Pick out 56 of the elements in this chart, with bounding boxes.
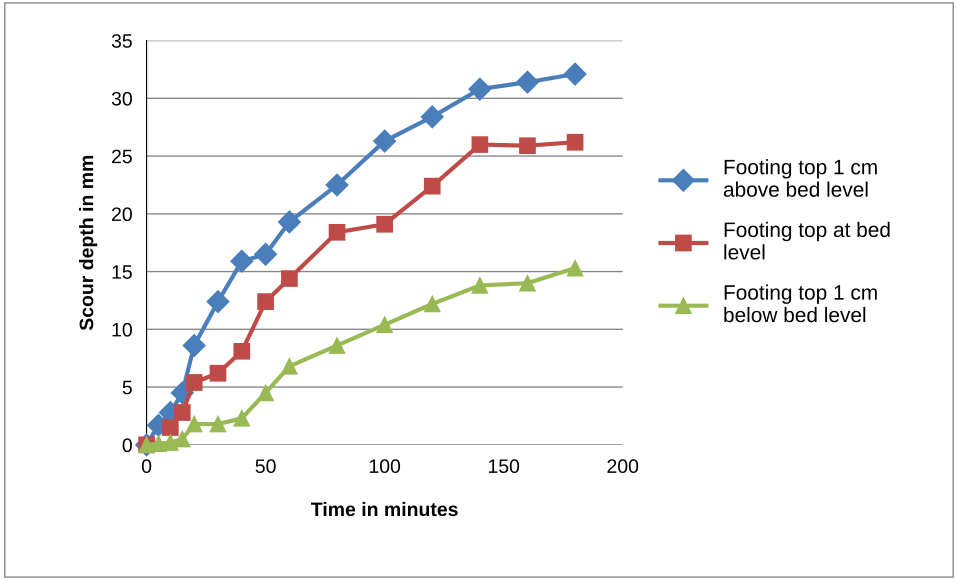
legend-label: Footing top 1 cm below bed level: [724, 284, 877, 322]
point: [373, 130, 396, 153]
point: [230, 250, 254, 273]
y-axis-title: Scour depth in mm: [79, 156, 98, 330]
y-tick-label: 10: [112, 322, 132, 337]
legend-label: Footing top at bed level: [724, 222, 890, 260]
point: [472, 136, 488, 153]
point: [564, 62, 587, 86]
point: [281, 270, 298, 287]
point: [233, 410, 250, 427]
point: [174, 404, 191, 421]
point: [257, 293, 274, 310]
x-axis-title: Time in minutes: [311, 502, 458, 516]
y-tick-label: 5: [122, 380, 132, 394]
y-tick-label: 35: [112, 34, 132, 48]
point: [254, 242, 278, 266]
point: [424, 178, 441, 194]
point: [516, 70, 539, 94]
x-tick-label: 100: [370, 459, 400, 474]
point: [162, 434, 179, 451]
point: [420, 105, 444, 128]
point: [281, 358, 298, 375]
y-tick-label: 30: [112, 92, 132, 106]
point: [210, 416, 226, 432]
point: [566, 134, 584, 151]
point: [376, 216, 393, 233]
point: [566, 260, 584, 276]
point: [468, 78, 492, 101]
point: [424, 296, 441, 312]
point: [206, 290, 230, 314]
point: [519, 137, 536, 154]
point: [162, 419, 179, 436]
point: [376, 316, 393, 334]
y-tick-label: 20: [112, 207, 132, 222]
point: [186, 416, 203, 432]
point: [210, 364, 226, 382]
x-tick-label: 50: [256, 459, 276, 474]
point: [182, 334, 206, 358]
point: [326, 173, 349, 196]
point: [472, 277, 488, 294]
point: [150, 435, 167, 452]
point: [186, 374, 203, 391]
point: [328, 224, 346, 241]
point: [257, 384, 274, 402]
x-tick-label: 150: [488, 459, 520, 474]
y-tick-label: 0: [122, 438, 132, 452]
y-tick-label: 15: [112, 265, 132, 279]
point: [278, 210, 301, 234]
point: [519, 274, 536, 292]
y-tick-label: 25: [112, 150, 132, 164]
point: [233, 342, 250, 360]
legend-label: Footing top 1 cm above bed level: [724, 159, 877, 197]
point: [174, 430, 191, 448]
x-tick-label: 0: [142, 459, 152, 474]
x-tick-label: 200: [607, 459, 638, 474]
point: [328, 337, 346, 354]
